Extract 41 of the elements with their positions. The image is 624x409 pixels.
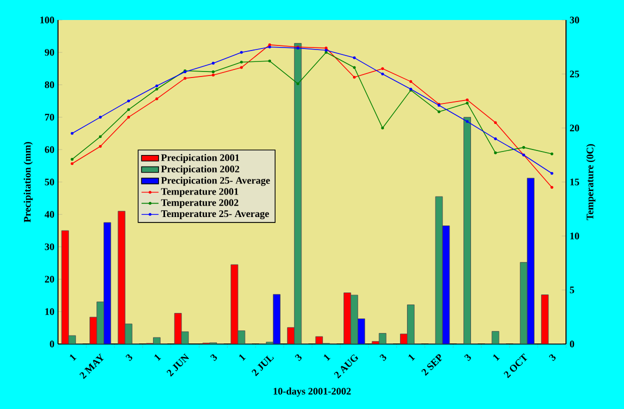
y-tick-label: 90 [44, 49, 54, 56]
x-tick-label: 1 [324, 354, 330, 361]
x-tick-label: 3 [294, 354, 302, 362]
y-tick-label: 10 [45, 308, 54, 315]
y-tick-label: 70 [45, 114, 54, 121]
x-tick-label: 3 [464, 354, 471, 362]
y-tick-label: 60 [44, 146, 54, 153]
y2-tick-label: 0 [570, 340, 574, 348]
x-axis-title: 10-days 2001-2002 [274, 388, 351, 397]
y-axis-title: Precipitation (mm) [24, 142, 33, 222]
y-tick-label: 40 [44, 211, 54, 218]
x-tick-label: 1 [154, 354, 162, 361]
legend-label: Temperature 2001 [161, 188, 238, 197]
y-tick-label: 100 [40, 16, 54, 24]
legend-label: Precipication 25- Average [161, 176, 270, 186]
legend-label: Temperature 2002 [161, 199, 238, 208]
x-tick-label: 1 [493, 354, 500, 361]
y-tick-label: 50 [44, 178, 54, 186]
x-tick-label: 3 [210, 354, 217, 362]
x-tick-label: 3 [548, 354, 556, 362]
x-tick-label: 3 [126, 354, 132, 362]
y-tick-label: 0 [50, 340, 54, 348]
x-tick-label: 1 [408, 354, 416, 361]
y-tick-label: 80 [44, 81, 54, 88]
x-tick-label: 1 [70, 354, 76, 361]
y2-tick-label: 30 [570, 16, 580, 24]
y-tick-label: 20 [44, 276, 54, 283]
x-tick-label: 2 JUL [252, 355, 274, 376]
y2-tick-label: 10 [570, 232, 580, 240]
y2-axis-title: Temperature (0C) [586, 144, 596, 220]
legend-label: Precipication 2001 [161, 154, 240, 164]
legend-label: Temperature 25- Average [161, 210, 269, 220]
x-tick-label: 1 [239, 354, 246, 361]
x-tick-label: 2 SEP [421, 354, 442, 376]
legend-label: Precipication 2002 [161, 165, 240, 174]
y2-tick-label: 20 [570, 124, 580, 132]
y2-tick-label: 5 [570, 286, 574, 294]
x-tick-label: 3 [380, 354, 386, 362]
y2-tick-label: 15 [570, 178, 580, 186]
y-tick-label: 30 [44, 243, 54, 250]
y2-tick-label: 25 [570, 70, 580, 78]
